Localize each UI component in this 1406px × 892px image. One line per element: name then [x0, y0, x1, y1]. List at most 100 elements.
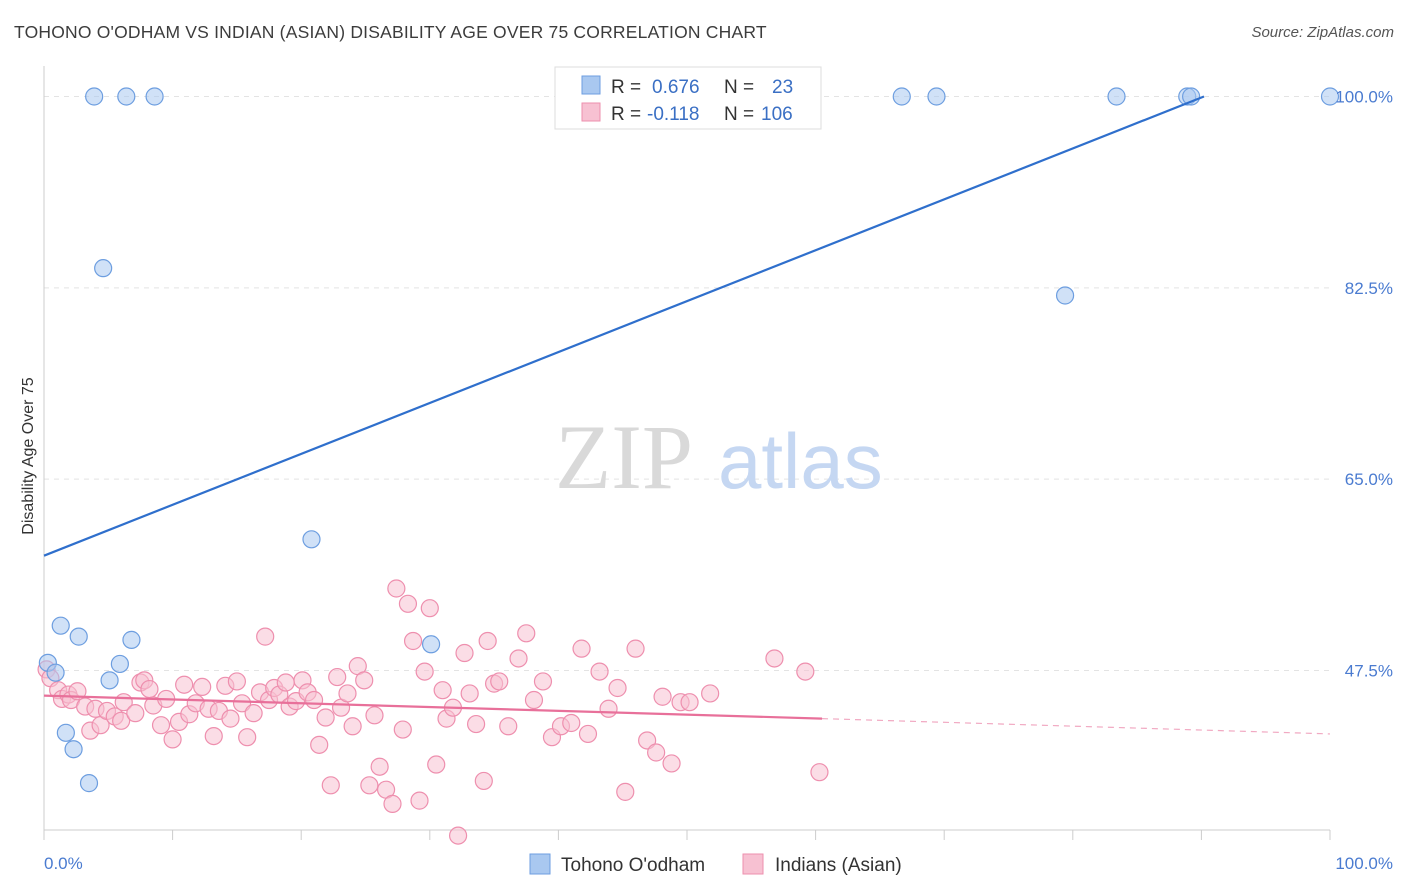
indians-asian-point-36	[244, 704, 263, 723]
indians-asian-point-95	[626, 639, 645, 658]
x-tick-label-right: 100.0%	[1335, 854, 1393, 873]
indians-asian-point-70	[433, 681, 452, 700]
tohono-oodham-point-8	[1320, 87, 1340, 106]
indians-asian-point-103	[765, 649, 784, 668]
indians-asian-point-78	[478, 631, 497, 651]
tohono-oodham-point-17	[100, 671, 119, 690]
tohono-oodham-point-14	[122, 630, 141, 649]
indians-asian-point-80	[490, 672, 509, 691]
indians-asian-point-22	[163, 730, 182, 749]
tohono-oodham-point-1	[117, 87, 136, 106]
bottom-legend-label-tohono-oodham: Tohono O'odham	[561, 855, 705, 876]
legend-swatch-indians-asian	[581, 102, 601, 122]
y-tick-label-2: 65.0%	[1345, 470, 1393, 489]
indians-asian-point-59	[370, 757, 389, 776]
indians-asian-point-32	[221, 709, 240, 728]
indians-asian-point-58	[365, 706, 384, 725]
tohono-oodham-trend-line	[43, 95, 1205, 557]
legend-n-value-indians: 106	[761, 104, 793, 125]
tohono-oodham-point-16	[110, 654, 129, 674]
indians-asian-point-81	[499, 717, 518, 736]
indians-asian-point-18	[140, 679, 159, 699]
indians-asian-point-76	[466, 714, 486, 734]
indians-asian-point-57	[360, 776, 379, 795]
indians-asian-point-56	[355, 671, 374, 690]
bottom-legend-swatch-indians-asian	[742, 853, 764, 875]
indians-asian-point-51	[328, 667, 347, 687]
indians-asian-point-90	[578, 724, 598, 744]
indians-asian-point-93	[608, 678, 627, 698]
chart-title: TOHONO O'ODHAM VS INDIAN (ASIAN) DISABIL…	[14, 22, 767, 42]
indians-asian-point-65	[403, 631, 423, 651]
series-tohono-oodham-points	[38, 87, 1340, 793]
tohono-oodham-point-13	[69, 627, 88, 646]
tohono-oodham-point-12	[51, 616, 70, 635]
tohono-oodham-point-2	[145, 87, 164, 106]
legend-swatch-tohono-oodham	[581, 75, 601, 95]
indians-asian-point-89	[572, 639, 591, 658]
tohono-oodham-point-15	[421, 635, 441, 654]
bottom-legend: Tohono O'odham Indians (Asian)	[529, 853, 902, 876]
indians-asian-trend-line	[43, 694, 823, 720]
trend-lines	[43, 95, 1331, 735]
legend-r-label-indians: R =	[611, 104, 641, 125]
tohono-oodham-point-19	[46, 663, 65, 682]
legend-n-label-tohono: N =	[724, 77, 754, 98]
legend-r-label-tohono: R =	[611, 77, 641, 98]
tohono-oodham-point-20	[56, 723, 75, 742]
y-tick-label-1: 82.5%	[1345, 279, 1393, 298]
indians-asian-point-84	[524, 690, 544, 710]
indians-asian-point-73	[448, 826, 468, 845]
tohono-oodham-point-11	[302, 530, 321, 549]
grid-lines	[44, 96, 1330, 671]
watermark: ZIP atlas	[555, 406, 883, 508]
indians-asian-point-92	[599, 699, 618, 718]
y-tick-label-3: 47.5%	[1345, 662, 1393, 681]
watermark-zip: ZIP	[555, 406, 693, 508]
bottom-legend-label-indians-asian: Indians (Asian)	[775, 855, 902, 876]
indians-asian-point-13	[112, 711, 131, 730]
indians-asian-point-27	[193, 677, 212, 697]
tohono-oodham-point-0	[85, 87, 104, 106]
indians-asian-point-82	[509, 649, 528, 668]
indians-asian-point-42	[276, 673, 295, 692]
indians-asian-point-97	[647, 743, 666, 762]
indians-asian-point-94	[616, 782, 635, 801]
indians-asian-point-67	[415, 662, 434, 681]
indians-asian-point-38	[256, 627, 275, 646]
indians-asian-point-91	[590, 662, 609, 681]
indians-asian-point-96	[638, 731, 657, 750]
x-tick-label-left: 0.0%	[44, 854, 83, 873]
tohono-oodham-point-3	[892, 87, 911, 106]
indians-asian-point-62	[387, 579, 406, 598]
indians-asian-point-75	[460, 684, 479, 703]
indians-asian-point-66	[410, 791, 429, 810]
indians-asian-point-104	[810, 763, 829, 782]
indians-asian-point-34	[232, 694, 252, 713]
indians-asian-point-47	[304, 690, 324, 710]
indians-asian-point-85	[533, 672, 553, 691]
indians-asian-point-64	[398, 594, 418, 613]
tohono-oodham-point-9	[94, 259, 113, 278]
indians-asian-point-49	[316, 708, 335, 727]
tick-labels: 100.0% 82.5% 65.0% 47.5% 0.0% 100.0%	[44, 88, 1393, 874]
bottom-legend-swatch-tohono-oodham	[529, 853, 551, 875]
tohono-oodham-point-5	[1107, 87, 1126, 106]
indians-asian-point-24	[175, 675, 194, 694]
tohono-oodham-point-22	[79, 774, 99, 793]
legend-r-value-tohono: 0.676	[652, 77, 700, 98]
indians-asian-point-88	[562, 713, 581, 733]
indians-asian-point-83	[517, 624, 536, 643]
indians-asian-point-61	[383, 794, 402, 813]
axes	[43, 66, 1331, 840]
indians-asian-point-33	[227, 672, 246, 691]
indians-asian-point-29	[204, 726, 223, 746]
indians-asian-point-53	[338, 684, 357, 703]
indians-asian-point-48	[310, 735, 329, 754]
legend: R = 0.676 N = 23 R = -0.118 N = 106	[554, 66, 822, 130]
tohono-oodham-point-4	[927, 87, 946, 106]
indians-asian-point-54	[343, 717, 362, 736]
legend-r-value-indians: -0.118	[647, 104, 699, 125]
legend-n-value-tohono: 23	[772, 77, 793, 98]
